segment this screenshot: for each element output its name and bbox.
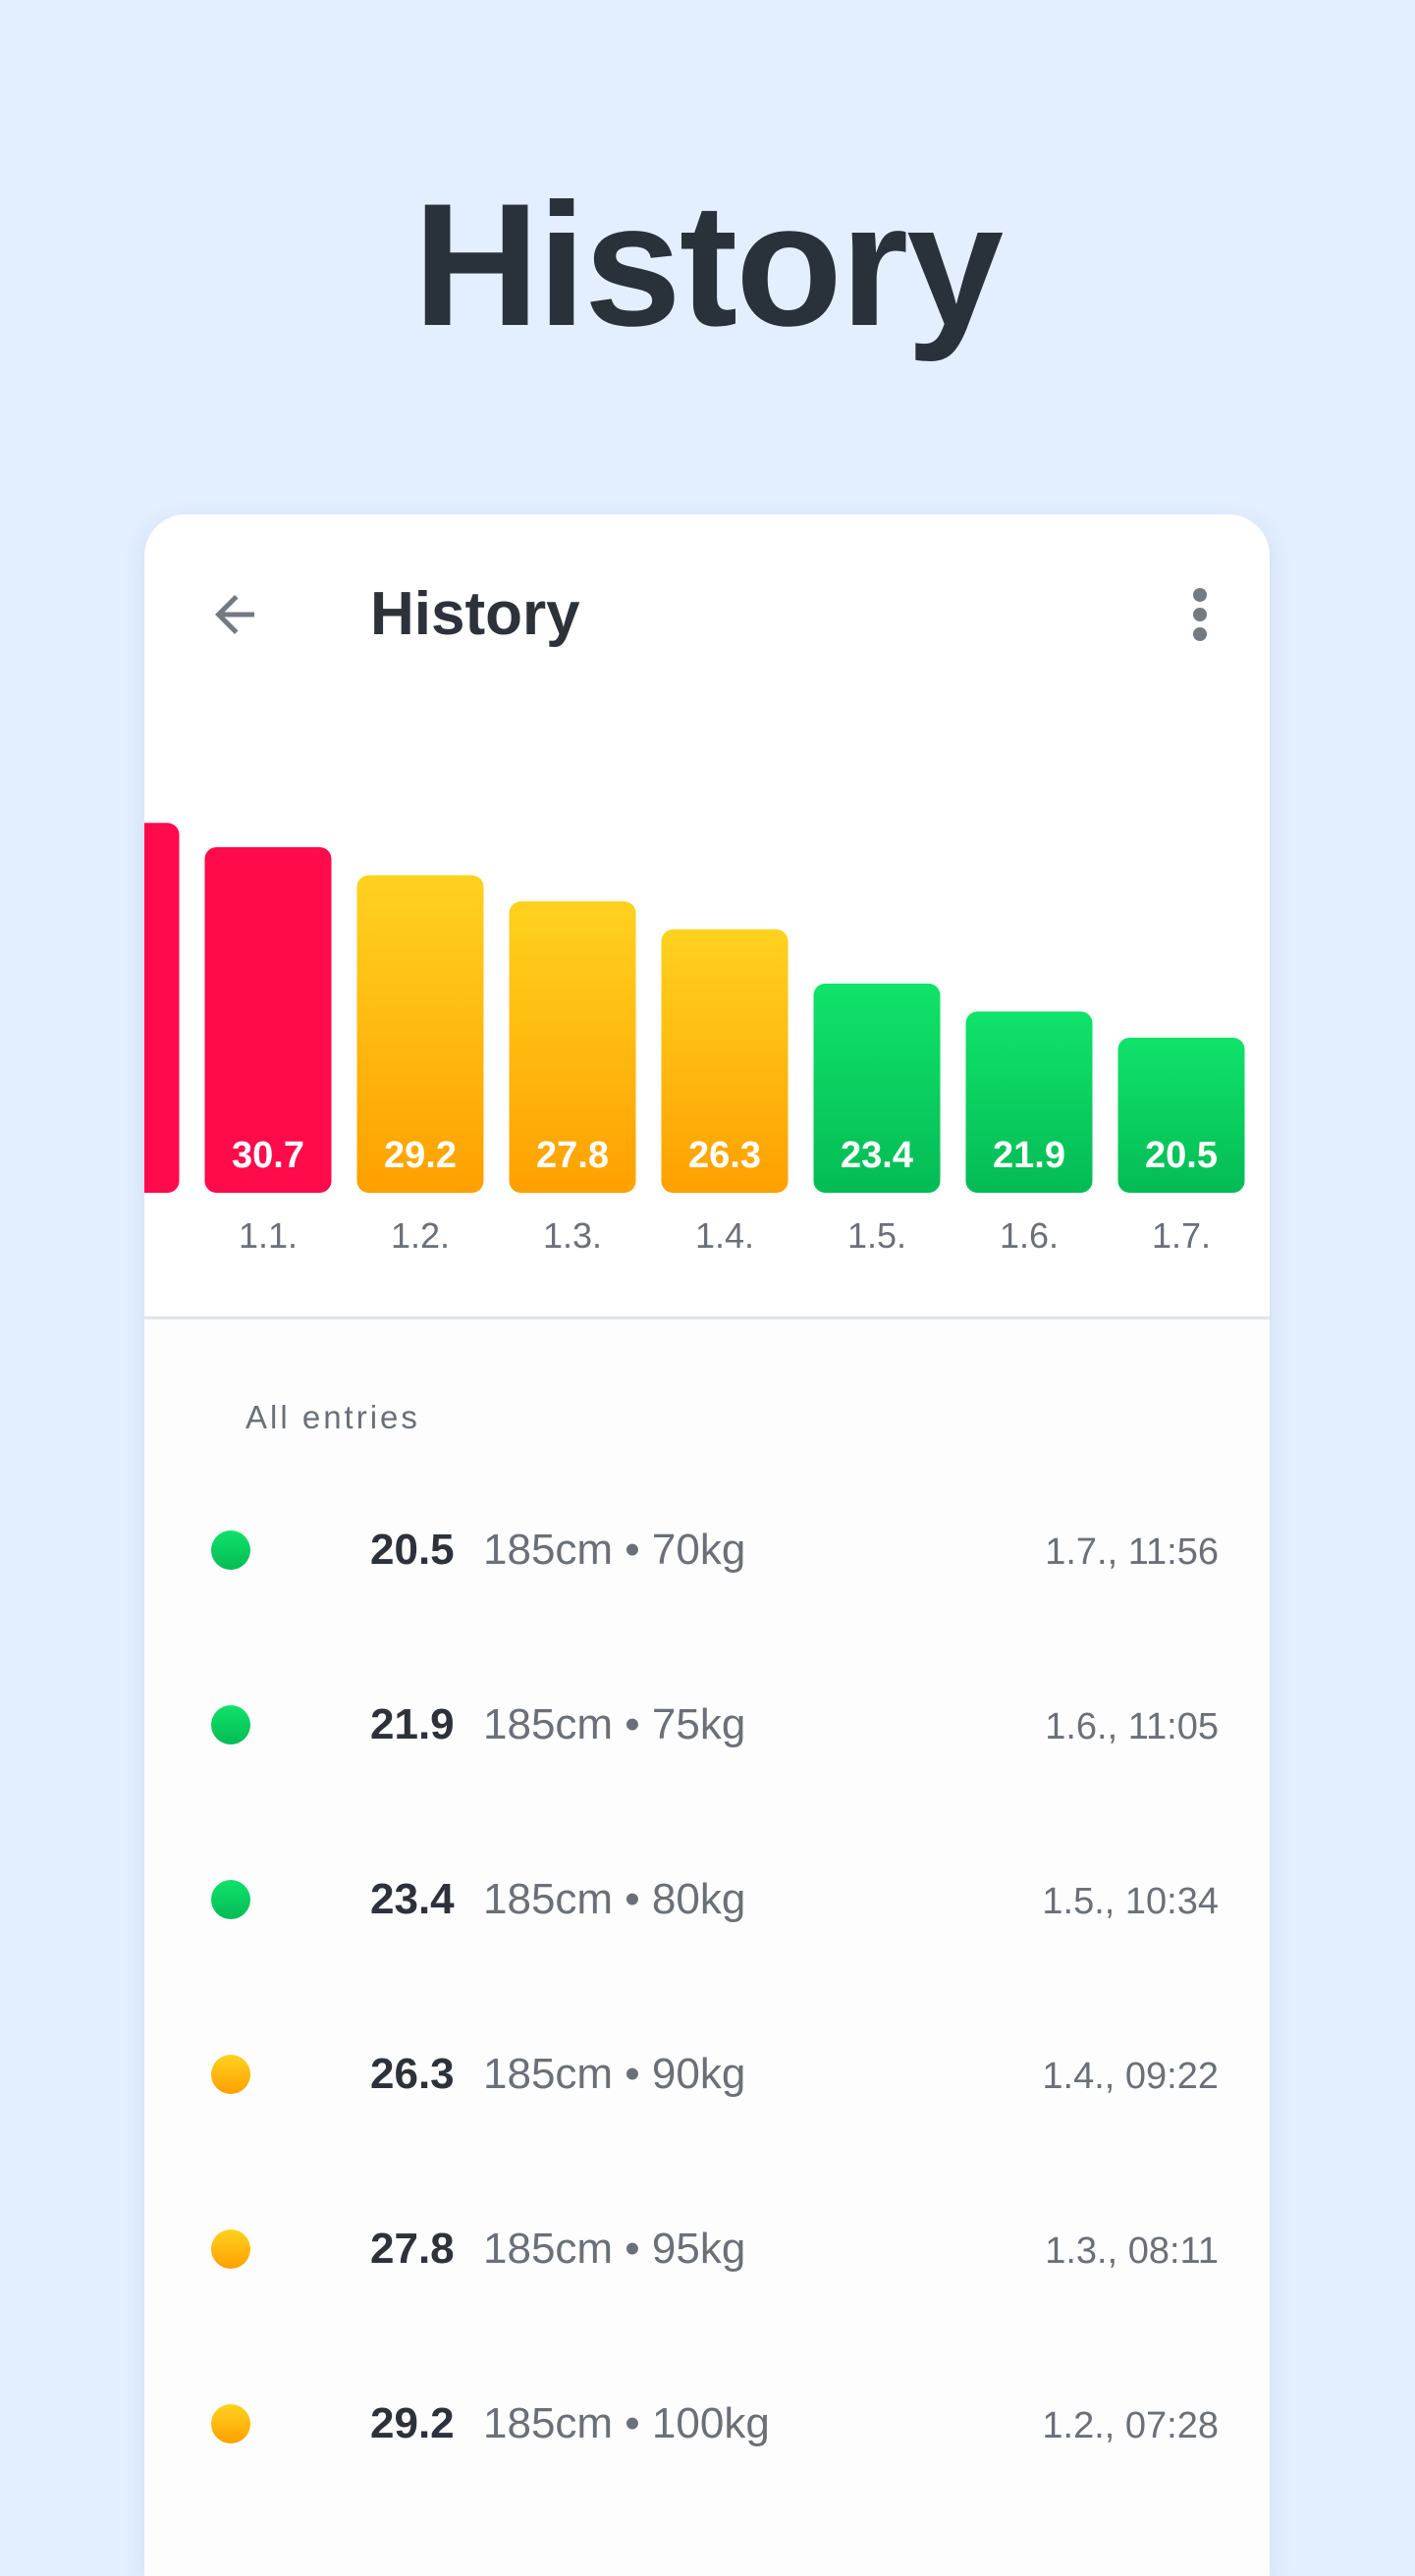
bar-value-label: 21.9	[993, 1135, 1065, 1176]
entry-bmi: 21.9	[370, 1700, 455, 1748]
x-tick-label: 1.6.	[1000, 1215, 1059, 1256]
entry-bmi: 26.3	[370, 2050, 455, 2098]
bar-chart: 30.7 1.1. 29.2 1.2. 27.8 1.3. 26.3 1.4. 23.4 1.5.…	[144, 823, 1245, 1256]
back-button[interactable]	[195, 575, 274, 654]
status-dot	[211, 2055, 250, 2094]
x-tick-label: 1.2.	[391, 1215, 450, 1256]
bar-value-label: 23.4	[841, 1135, 913, 1176]
entry-time: 1.7., 11:56	[1045, 1531, 1219, 1573]
app-title: History	[370, 580, 580, 648]
status-dot	[211, 2229, 250, 2269]
entry-time: 1.2., 07:28	[1042, 2405, 1219, 2446]
entry-bmi: 20.5	[370, 1526, 455, 1574]
status-dot	[211, 2404, 250, 2443]
chart-bar[interactable]	[1117, 1038, 1245, 1193]
more-vertical-icon	[1193, 588, 1207, 641]
entry-time: 1.4., 09:22	[1042, 2056, 1219, 2097]
list-item[interactable]: 26.3 185cm • 90kg 1.4., 09:22	[144, 1987, 1270, 2162]
entries-list: All entries 20.5 185cm • 70kg 1.7., 11:5…	[144, 1319, 1270, 2576]
chart-bar[interactable]	[509, 901, 636, 1193]
chart-bar[interactable]	[144, 823, 180, 1193]
list-item[interactable]: 27.8 185cm • 95kg 1.3., 08:11	[144, 2162, 1270, 2336]
entry-bmi: 23.4	[370, 1875, 455, 1923]
bar-value-label: 29.2	[384, 1135, 457, 1176]
x-tick-label: 1.4.	[695, 1215, 754, 1256]
x-tick-label: 1.7.	[1152, 1215, 1211, 1256]
x-tick-label: 1.3.	[543, 1215, 602, 1256]
chart-bar[interactable]	[356, 875, 484, 1193]
entry-detail: 185cm • 95kg	[483, 2225, 746, 2273]
entry-bmi: 27.8	[370, 2225, 455, 2273]
promo-title: History	[412, 167, 1004, 362]
chart-bar[interactable]	[204, 847, 332, 1193]
entry-bmi: 29.2	[370, 2399, 455, 2447]
divider	[144, 1316, 1270, 1319]
more-options-button[interactable]	[1166, 575, 1234, 654]
arrow-left-icon	[215, 595, 254, 634]
x-tick-label: 1.5.	[847, 1215, 906, 1256]
entry-time: 1.5., 10:34	[1042, 1881, 1219, 1922]
entry-time: 1.6., 11:05	[1045, 1706, 1219, 1747]
section-header: All entries	[245, 1399, 420, 1435]
app-bar: History	[144, 514, 1270, 701]
x-tick-label: 1.1.	[239, 1215, 298, 1256]
list-item[interactable]: 29.2 185cm • 100kg 1.2., 07:28	[144, 2336, 1270, 2511]
chart-bar[interactable]	[813, 983, 941, 1193]
chart-bar[interactable]	[965, 1011, 1093, 1193]
list-item[interactable]: 21.9 185cm • 75kg 1.6., 11:05	[144, 1637, 1270, 1812]
status-dot	[211, 1530, 250, 1570]
entry-detail: 185cm • 100kg	[483, 2399, 770, 2447]
entry-detail: 185cm • 70kg	[483, 1526, 746, 1574]
entry-detail: 185cm • 75kg	[483, 1700, 746, 1748]
entry-detail: 185cm • 80kg	[483, 1875, 746, 1923]
bar-value-label: 20.5	[1145, 1135, 1218, 1176]
status-dot	[211, 1880, 250, 1919]
entry-time: 1.3., 08:11	[1045, 2230, 1219, 2272]
bar-value-label: 26.3	[688, 1135, 761, 1176]
list-item[interactable]: 20.5 185cm • 70kg 1.7., 11:56	[144, 1463, 1270, 1637]
bar-value-label: 30.7	[232, 1135, 304, 1176]
bar-value-label: 27.8	[536, 1135, 609, 1176]
app-screen: History 30.7 1.1. 29.2 1.2. 27.8 1.3. 26.3 1	[144, 514, 1270, 2576]
status-dot	[211, 1705, 250, 1744]
chart-bar[interactable]	[661, 929, 789, 1193]
entry-detail: 185cm • 90kg	[483, 2050, 746, 2098]
bmi-history-chart[interactable]: 30.7 1.1. 29.2 1.2. 27.8 1.3. 26.3 1.4. 23.4 1.5.…	[144, 701, 1270, 1319]
list-item[interactable]: 23.4 185cm • 80kg 1.5., 10:34	[144, 1812, 1270, 1987]
